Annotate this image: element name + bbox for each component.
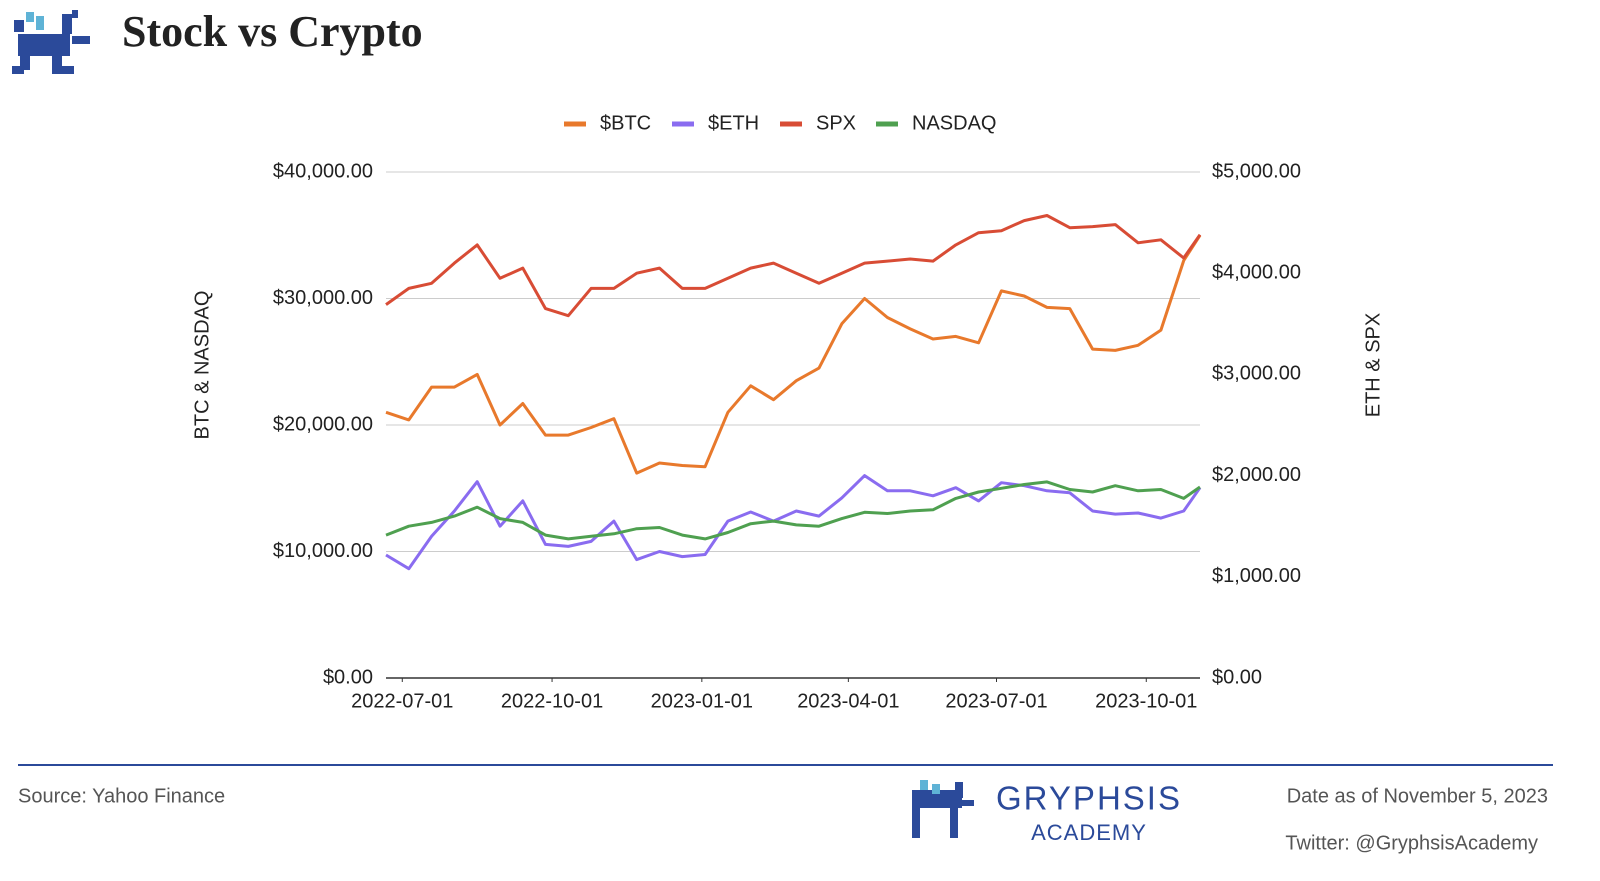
source: Source: Yahoo Finance	[18, 785, 225, 807]
y2-tick-label: $4,000.00	[1212, 261, 1301, 283]
y-tick-label: $40,000.00	[273, 160, 373, 182]
y-axis-title: BTC & NASDAQ	[191, 291, 213, 440]
legend-label: NASDAQ	[912, 112, 996, 134]
series-line	[385, 474, 1202, 571]
x-tick-label: 2022-10-01	[501, 690, 603, 712]
brand: GRYPHSIS	[996, 780, 1182, 817]
brand-sub: ACADEMY	[1031, 820, 1147, 845]
y2-tick-label: $3,000.00	[1212, 363, 1301, 385]
series-line	[385, 234, 1202, 475]
y2-tick-label: $0.00	[1212, 666, 1262, 688]
x-tick-label: 2023-07-01	[945, 690, 1047, 712]
logo-icon	[12, 10, 90, 74]
y2-axis-title: ETH & SPX	[1362, 313, 1384, 417]
y-tick-label: $10,000.00	[273, 540, 373, 562]
x-tick-label: 2023-01-01	[651, 690, 753, 712]
legend-label: $ETH	[708, 112, 759, 134]
date-note: Date as of November 5, 2023	[1287, 785, 1548, 807]
y-tick-label: $0.00	[323, 666, 373, 688]
y2-tick-label: $1,000.00	[1212, 565, 1301, 587]
y2-tick-label: $2,000.00	[1212, 464, 1301, 486]
footer-logo-icon	[912, 780, 974, 838]
x-tick-label: 2023-04-01	[797, 690, 899, 712]
page-title: Stock vs Crypto	[122, 7, 423, 56]
y-tick-label: $20,000.00	[273, 413, 373, 435]
legend-label: SPX	[816, 112, 856, 134]
y2-tick-label: $5,000.00	[1212, 160, 1301, 182]
legend-label: $BTC	[600, 112, 651, 134]
x-tick-label: 2023-10-01	[1095, 690, 1197, 712]
y-tick-label: $30,000.00	[273, 287, 373, 309]
series-line	[385, 480, 1201, 541]
x-tick-label: 2022-07-01	[351, 690, 453, 712]
series-line	[385, 214, 1202, 318]
twitter: Twitter: @GryphsisAcademy	[1285, 832, 1538, 854]
